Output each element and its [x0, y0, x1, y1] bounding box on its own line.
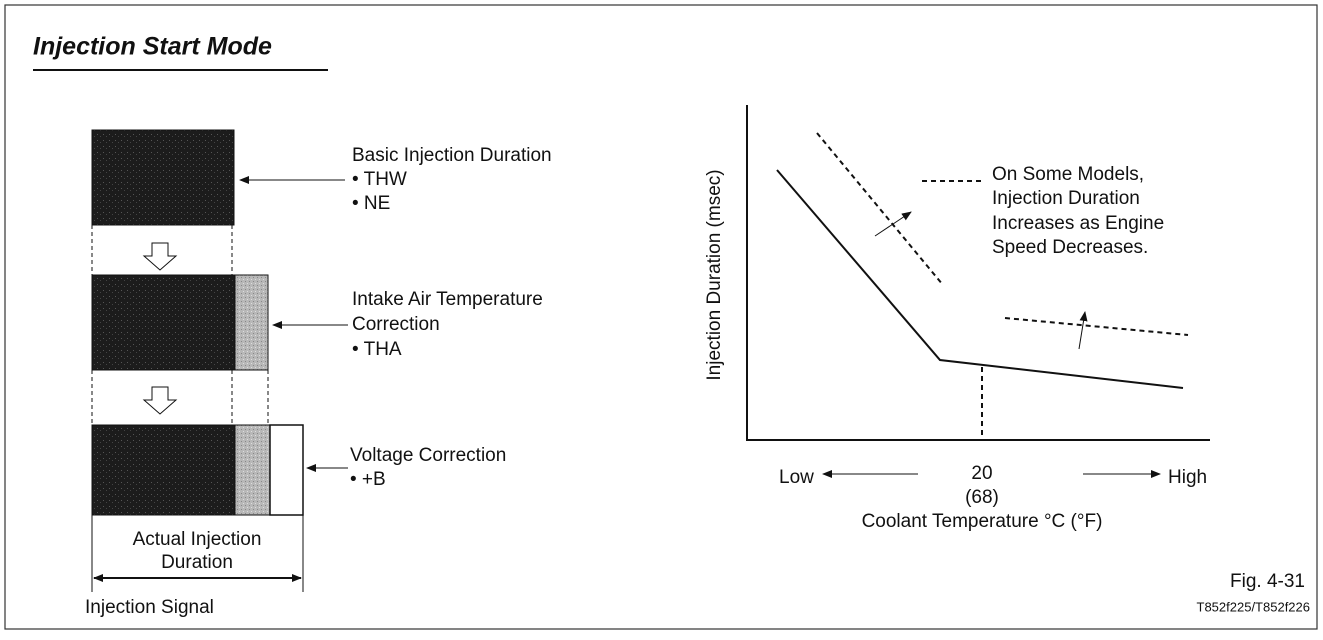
- left-diagram: [91, 129, 348, 592]
- x-axis-label: Coolant Temperature °C (°F): [862, 511, 1103, 532]
- dashed-curve: [1004, 317, 1189, 336]
- x-label: 20: [971, 463, 992, 484]
- item: • NE: [352, 193, 390, 214]
- basic-block: [91, 129, 235, 226]
- title: Injection Start Mode: [33, 33, 272, 61]
- x-label: (68): [965, 487, 999, 508]
- down-arrow: [142, 386, 178, 415]
- shift-arrow: [1078, 311, 1088, 350]
- label: Injection Signal: [85, 597, 214, 618]
- label: Basic Injection Duration: [352, 145, 552, 166]
- item: • +B: [350, 469, 386, 490]
- shift-arrow: [874, 211, 912, 237]
- basic-block: [91, 424, 236, 516]
- label: Actual Injection: [133, 529, 262, 550]
- label: Correction: [352, 314, 440, 335]
- figure-number: Fig. 4-31: [1230, 571, 1305, 592]
- item: • THW: [352, 169, 407, 190]
- item: • THA: [352, 339, 402, 360]
- intake-block: [234, 274, 269, 371]
- legend-text: Speed Decreases.: [992, 237, 1148, 258]
- down-arrow: [142, 242, 178, 271]
- legend-text: Increases as Engine: [992, 213, 1164, 234]
- x-label: Low: [779, 467, 814, 488]
- voltage-block: [269, 424, 304, 516]
- curve: [776, 169, 1184, 389]
- label: Voltage Correction: [350, 445, 506, 466]
- intake-block: [234, 424, 271, 516]
- y-axis-label: Injection Duration (msec): [704, 169, 725, 380]
- legend-text: Injection Duration: [992, 188, 1140, 209]
- basic-block: [91, 274, 236, 371]
- label: Intake Air Temperature: [352, 289, 543, 310]
- x-label: High: [1168, 467, 1207, 488]
- frame: [4, 4, 1318, 630]
- dashed-curve: [816, 132, 944, 286]
- legend-text: On Some Models,: [992, 164, 1144, 185]
- label: Duration: [161, 552, 233, 573]
- figure-code: T852f225/T852f226: [1197, 599, 1310, 614]
- graph: [746, 105, 1210, 478]
